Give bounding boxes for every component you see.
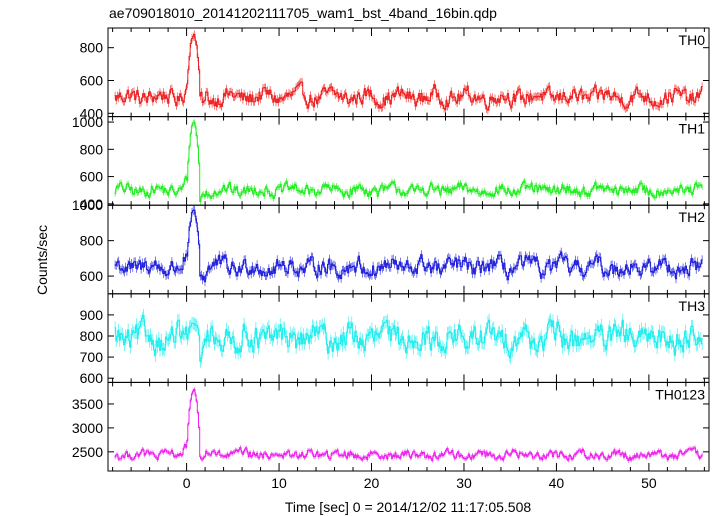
x-tick-label: 30	[456, 475, 472, 491]
y-tick-label: 1000	[72, 197, 103, 213]
y-tick-label: 1000	[72, 114, 103, 130]
y-tick-label: 800	[80, 328, 104, 344]
x-axis-label: Time [sec] 0 = 2014/12/02 11:17:05.508	[285, 499, 532, 515]
panel-th0: 400 600 800 TH0	[80, 27, 710, 121]
y-tick-label: 800	[80, 233, 104, 249]
y-tick-label: 3000	[72, 420, 103, 436]
y-tick-label: 400	[80, 196, 104, 212]
y-tick-label: 2500	[72, 444, 103, 460]
y-tick-label: 400	[80, 105, 104, 121]
panel-th0123: 2500 3000 3500 TH0123	[72, 381, 710, 472]
series-th0123-line	[114, 389, 703, 462]
y-tick-label: 600	[80, 73, 104, 89]
y-tick-label: 800	[80, 141, 104, 157]
y-tick-label: 600	[80, 370, 104, 386]
panel-th1: 400 600 800 1000 TH1	[72, 114, 710, 212]
panel-th3: 600 700 800 900 TH3	[80, 293, 710, 386]
y-tick-label: 900	[80, 307, 104, 323]
panel-label-th2: TH2	[679, 209, 706, 225]
panel-frame	[107, 27, 710, 118]
series-th1-line	[114, 121, 703, 203]
x-tick-label: 40	[549, 475, 565, 491]
series-th3-line	[114, 314, 703, 362]
y-tick-label: 600	[80, 268, 104, 284]
panel-label-th1: TH1	[679, 121, 706, 137]
y-tick-label: 600	[80, 169, 104, 185]
x-tick-label: 50	[641, 475, 657, 491]
series-th2-line	[114, 209, 703, 283]
x-tick-label: 0	[183, 475, 191, 491]
panel-label-th0123: TH0123	[655, 386, 705, 402]
panel-th2: 600 800 1000 TH2	[72, 197, 710, 295]
series-th2-errorbars	[114, 205, 703, 287]
y-tick-label: 800	[80, 40, 104, 56]
y-tick-label: 3500	[72, 396, 103, 412]
chart-title: ae709018010_20141202111705_wam1_bst_4ban…	[109, 5, 497, 21]
y-axis-label: Counts/sec	[34, 225, 50, 295]
x-tick-label: 10	[271, 475, 287, 491]
panel-label-th3: TH3	[679, 298, 706, 314]
series-th0-line	[114, 34, 703, 111]
series-th3-errorbars	[114, 309, 703, 368]
panel-frame	[107, 204, 710, 295]
x-tick-label: 20	[364, 475, 380, 491]
y-tick-label: 700	[80, 349, 104, 365]
panel-label-th0: TH0	[679, 32, 706, 48]
